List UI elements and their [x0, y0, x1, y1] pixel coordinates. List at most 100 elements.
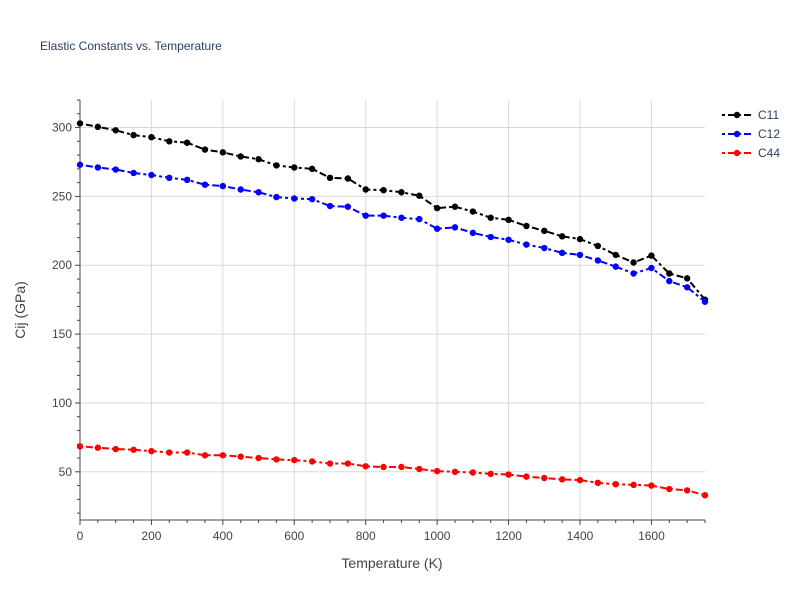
data-point-c11 [380, 186, 387, 194]
data-point-c12 [237, 186, 244, 193]
y-tick-label: 150 [52, 327, 72, 341]
grid [79, 100, 705, 520]
data-point-c12 [326, 202, 334, 210]
data-point-c11 [166, 138, 173, 145]
data-point-c12 [183, 176, 191, 184]
axes: 0 200 400 600 800 1000 1200 1400 1600 50 100 150 200… [52, 99, 706, 543]
data-point-c12 [76, 161, 84, 168]
x-tick-label: 600 [284, 529, 304, 543]
legend[interactable]: C11 C12 C44 [722, 108, 780, 160]
data-point-c12 [112, 166, 119, 173]
data-point-c11 [541, 227, 548, 235]
data-point-c11 [433, 204, 441, 212]
data-point-c11 [201, 146, 209, 153]
data-point-c11 [648, 252, 655, 259]
data-point-c12 [594, 257, 602, 264]
data-point-c11 [594, 242, 602, 250]
data-point-c12 [344, 203, 352, 210]
data-point-c44 [291, 456, 298, 464]
series-line-c44 [79, 445, 706, 497]
y-tick-label: 300 [52, 121, 72, 135]
data-point-c11 [666, 270, 673, 277]
data-point-c12 [433, 225, 441, 232]
data-point-c11 [487, 214, 494, 221]
y-tick-label: 100 [52, 396, 72, 410]
data-point-c11 [183, 139, 191, 146]
data-point-c12 [523, 241, 530, 248]
data-point-c11 [255, 156, 262, 163]
data-point-c11 [398, 189, 405, 196]
data-point-c12 [541, 244, 548, 252]
legend-item-c12[interactable]: C12 [722, 127, 780, 141]
data-point-c12 [201, 181, 209, 188]
x-tick-label: 0 [77, 529, 84, 543]
x-axis-title: Temperature (K) [341, 555, 442, 571]
data-point-c12 [630, 270, 637, 277]
data-point-c12 [416, 215, 423, 223]
data-point-c12 [701, 298, 709, 305]
data-point-c12 [505, 236, 512, 243]
data-point-c12 [469, 229, 477, 237]
data-point-c44 [541, 474, 548, 482]
data-point-c11 [612, 251, 619, 259]
y-tick-label: 250 [52, 189, 72, 203]
series-line-c11 [79, 122, 706, 301]
data-point-c44 [94, 444, 102, 451]
data-point-c11 [362, 186, 369, 193]
data-point-c44 [451, 468, 459, 476]
data-point-c11 [416, 192, 423, 199]
legend-item-c44[interactable]: C44 [722, 146, 780, 160]
data-point-c44 [648, 482, 655, 489]
data-point-c44 [630, 481, 637, 489]
data-point-c12 [648, 264, 655, 272]
data-point-c44 [183, 449, 191, 456]
data-point-c44 [523, 473, 530, 480]
data-point-c44 [487, 470, 494, 478]
data-point-c11 [451, 203, 459, 210]
data-point-c11 [630, 259, 637, 266]
legend-label-c11: C11 [758, 108, 779, 122]
data-point-c11 [683, 275, 691, 282]
data-point-c12 [255, 189, 262, 196]
data-point-c44 [237, 453, 244, 460]
data-point-c11 [523, 222, 530, 230]
data-point-c44 [308, 458, 316, 465]
data-point-c12 [291, 195, 298, 202]
data-point-c11 [148, 133, 155, 141]
legend-item-c11[interactable]: C11 [722, 108, 779, 122]
x-tick-label: 800 [356, 529, 376, 543]
data-point-c11 [273, 162, 280, 169]
x-tick-label: 200 [141, 529, 161, 543]
series-c44 [76, 443, 709, 499]
legend-marker-c11 [733, 111, 741, 119]
data-point-c11 [469, 208, 477, 215]
data-point-c44 [576, 476, 584, 484]
data-point-c12 [451, 224, 459, 231]
y-tick-label: 200 [52, 258, 72, 272]
data-point-c12 [362, 212, 369, 219]
data-point-c44 [166, 449, 173, 456]
x-tick-label: 1200 [495, 529, 522, 543]
data-point-c12 [308, 195, 316, 203]
data-point-c44 [558, 476, 566, 483]
data-point-c11 [130, 131, 137, 139]
data-point-c12 [380, 212, 387, 219]
y-axis-title: Cij (GPa) [12, 281, 28, 339]
data-point-c44 [594, 479, 602, 487]
data-point-c11 [558, 233, 566, 240]
data-point-c11 [94, 123, 102, 131]
data-point-c44 [666, 485, 673, 493]
data-point-c44 [380, 463, 387, 471]
data-point-c44 [505, 471, 512, 478]
data-point-c12 [683, 284, 691, 291]
data-point-c12 [558, 249, 566, 257]
data-point-c44 [612, 480, 619, 488]
data-point-c44 [76, 443, 84, 450]
data-point-c12 [576, 251, 584, 259]
legend-marker-c12 [733, 130, 741, 138]
data-point-c44 [433, 467, 441, 475]
data-point-c44 [416, 465, 423, 473]
data-point-c11 [219, 149, 227, 156]
data-point-c12 [166, 174, 173, 182]
